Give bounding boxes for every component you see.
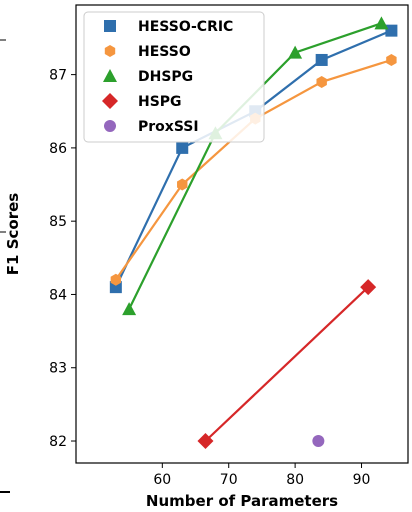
data-point-hesso-cric <box>109 281 122 294</box>
legend-label-proxssi: ProxSSI <box>138 119 199 135</box>
legend-item-hesso-cric: HESSO-CRIC <box>104 19 233 35</box>
x-axis-title: Number of Parameters <box>146 492 338 510</box>
y-tick-label: 83 <box>49 361 67 377</box>
y-tick-label: 85 <box>49 214 67 230</box>
data-point-hesso <box>386 53 397 66</box>
data-point-hesso <box>316 75 327 88</box>
y-tick-label: 86 <box>49 141 67 157</box>
data-point-proxssi <box>312 435 325 448</box>
data-point-hesso <box>177 178 188 191</box>
data-point-dhspg <box>288 45 303 59</box>
data-point-hesso-cric <box>176 141 189 154</box>
legend-item-proxssi: ProxSSI <box>104 119 199 135</box>
legend-label-dhspg: DHSPG <box>138 69 193 85</box>
data-point-hesso-cric <box>315 53 328 66</box>
data-point-hspg <box>197 433 214 450</box>
legend-item-hspg: HSPG <box>102 93 182 110</box>
legend-marker-hesso-cric <box>104 20 116 32</box>
series-hspg <box>197 279 377 450</box>
x-tick-label: 90 <box>353 472 371 488</box>
series-line-hspg <box>204 286 369 442</box>
x-tick-label: 80 <box>286 472 304 488</box>
legend-label-hspg: HSPG <box>138 94 182 110</box>
data-point-dhspg <box>122 302 137 316</box>
data-point-hesso <box>110 273 122 286</box>
data-point-hspg <box>360 279 377 296</box>
legend-marker-proxssi <box>104 120 116 132</box>
series-proxssi <box>312 435 325 448</box>
legend-box <box>83 11 265 143</box>
x-tick-label: 60 <box>153 472 171 488</box>
y-axis-title: F1 Scores <box>4 193 22 275</box>
legend-item-dhspg: DHSPG <box>103 69 193 85</box>
y-tick-label: 87 <box>49 68 67 84</box>
y-tick-label: 84 <box>49 287 67 303</box>
legend-marker-dhspg <box>103 69 117 82</box>
x-tick-label: 70 <box>220 472 238 488</box>
legend-marker-hesso <box>104 45 116 57</box>
legend-label-hesso-cric: HESSO-CRIC <box>138 19 233 35</box>
y-tick-label: 82 <box>49 434 67 450</box>
data-point-dhspg <box>374 16 389 30</box>
legend-marker-hspg <box>102 93 118 109</box>
legend: HESSO-CRIC HESSO DHSPG HSPG ProxSSI <box>83 11 265 143</box>
data-point-hesso-cric <box>385 24 398 37</box>
plot-frame <box>75 4 409 464</box>
legend-label-hesso: HESSO <box>138 44 191 60</box>
legend-item-hesso: HESSO <box>104 44 191 60</box>
